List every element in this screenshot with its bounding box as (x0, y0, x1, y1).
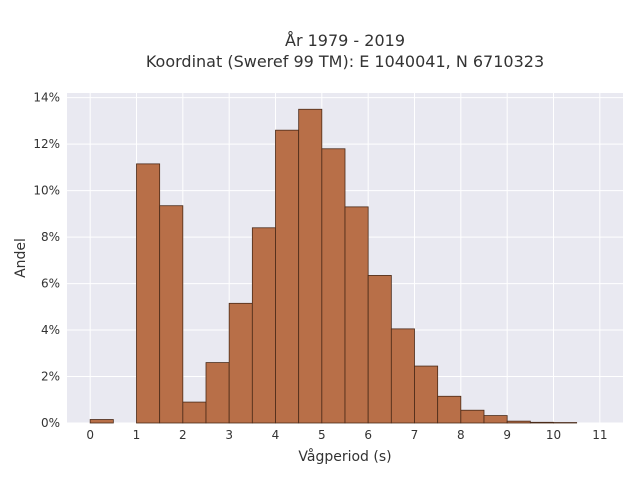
x-axis-ticks: 0 1 2 3 4 5 6 7 8 9 10 11 (86, 428, 607, 442)
histogram-bar (344, 206, 369, 424)
histogram-bar (367, 275, 392, 424)
y-tick-label: 4% (41, 323, 60, 337)
histogram-bar (506, 420, 531, 424)
x-tick-label: 7 (411, 428, 419, 442)
histogram-bar (414, 365, 439, 424)
x-tick-label: 1 (133, 428, 141, 442)
x-tick-label: 0 (86, 428, 94, 442)
y-tick-label: 6% (41, 277, 60, 291)
y-tick-label: 8% (41, 230, 60, 244)
x-axis-label: Vågperiod (s) (298, 448, 391, 465)
histogram-bar (159, 205, 184, 424)
y-tick-label: 0% (41, 416, 60, 430)
histogram-bar (182, 401, 207, 424)
y-axis-ticks: 0% 2% 4% 6% 8% 10% 12% 14% (33, 91, 60, 430)
chart-subtitle: Koordinat (Sweref 99 TM): E 1040041, N 6… (146, 52, 544, 71)
y-tick-label: 12% (33, 137, 60, 151)
x-tick-label: 5 (318, 428, 326, 442)
x-tick-label: 3 (225, 428, 233, 442)
x-tick-label: 10 (546, 428, 561, 442)
y-axis-label: Andel (13, 238, 29, 278)
histogram-bar (251, 227, 276, 424)
histogram-bars (89, 108, 578, 424)
histogram-bar (321, 148, 346, 424)
chart-title: År 1979 - 2019 (285, 31, 405, 50)
y-tick-label: 14% (33, 91, 60, 105)
histogram-bar (460, 409, 485, 424)
y-tick-label: 2% (41, 370, 60, 384)
x-tick-label: 2 (179, 428, 187, 442)
histogram-bar (529, 421, 554, 424)
histogram-bar (298, 108, 323, 424)
x-tick-label: 11 (592, 428, 607, 442)
histogram-bar (89, 419, 114, 424)
histogram-bar (205, 362, 230, 424)
x-tick-label: 4 (272, 428, 280, 442)
histogram-bar (136, 163, 161, 424)
x-tick-label: 9 (503, 428, 511, 442)
y-tick-label: 10% (33, 184, 60, 198)
x-tick-label: 8 (457, 428, 465, 442)
histogram-bar (390, 328, 415, 424)
histogram-bar (483, 415, 508, 424)
x-tick-label: 6 (364, 428, 372, 442)
histogram-bar (228, 302, 253, 424)
histogram-bar (437, 395, 462, 424)
histogram-bar (275, 129, 300, 424)
